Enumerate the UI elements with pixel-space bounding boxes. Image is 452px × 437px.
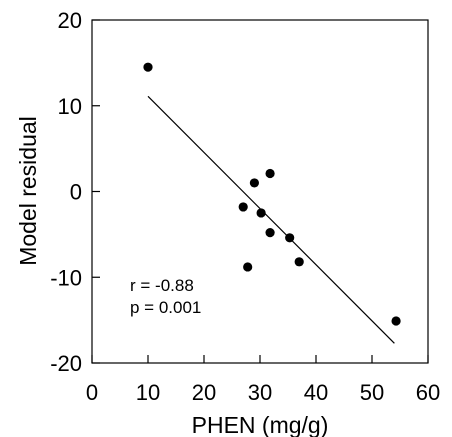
data-point [285,233,295,243]
x-tick-label: 0 [86,380,98,405]
data-point [143,62,153,72]
data-points [143,62,401,326]
annotation-p: p = 0.001 [130,298,201,317]
y-axis-title: Model residual [15,116,41,266]
tick-marks [91,19,429,364]
x-tick-label: 10 [136,380,160,405]
x-tick-label: 60 [416,380,440,405]
y-tick-label: 10 [58,94,82,119]
y-tick-label: 0 [70,180,82,205]
data-point [391,316,401,326]
x-tick-label: 20 [192,380,216,405]
x-tick-label: 40 [304,380,328,405]
data-point [265,228,275,238]
data-point [265,168,275,179]
data-point [294,257,304,267]
tick-labels: 0 10 20 30 40 50 60 20 10 0 -10 -20 [50,8,440,405]
x-axis-title: PHEN (mg/g) [192,412,329,437]
annotation-r: r = -0.88 [130,276,194,295]
data-point [249,178,259,188]
x-tick-label: 30 [248,380,272,405]
data-point [256,208,266,218]
data-point [238,202,248,212]
data-point [243,262,253,272]
y-tick-label: -10 [50,265,82,290]
x-tick-label: 50 [360,380,384,405]
y-tick-label: -20 [50,351,82,376]
y-tick-label: 20 [58,8,82,33]
regression-line [147,95,395,344]
